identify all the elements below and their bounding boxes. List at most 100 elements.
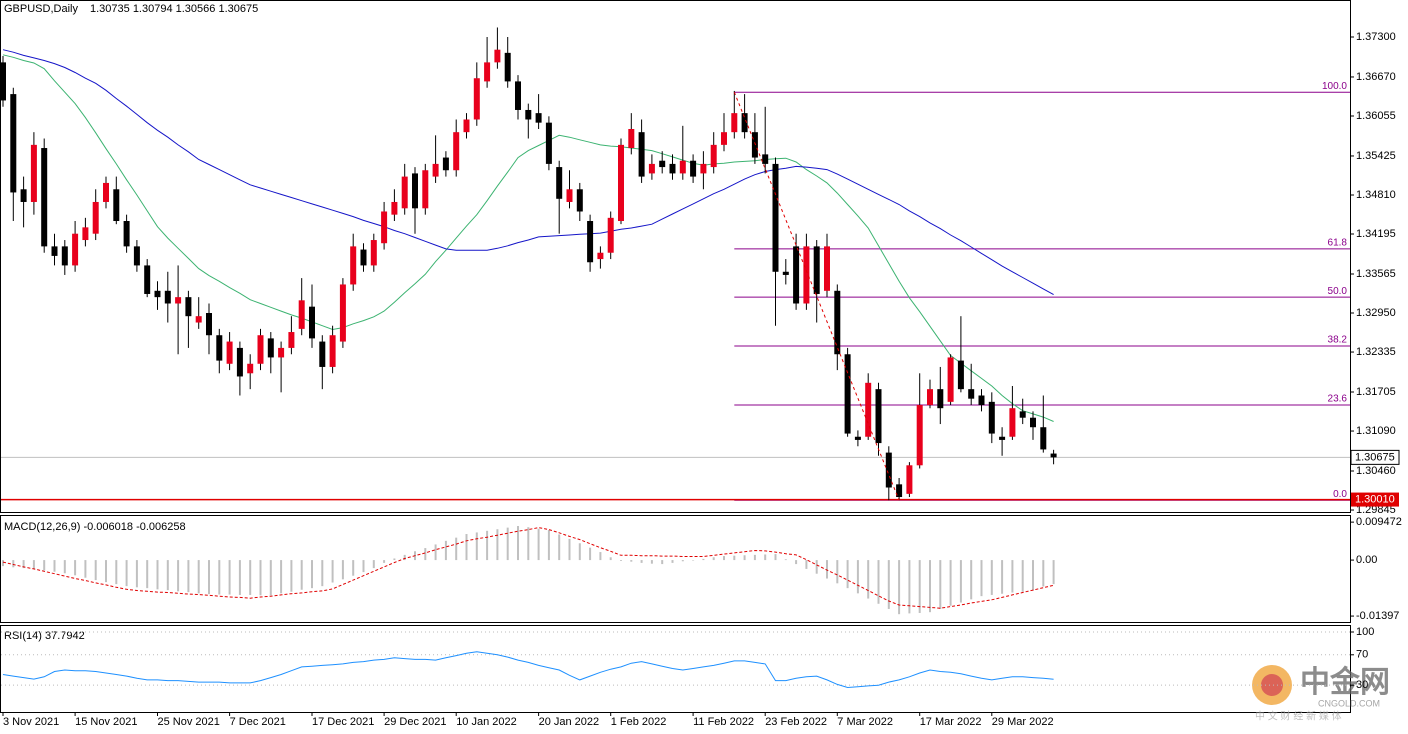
candle-body bbox=[896, 484, 903, 498]
macd-bar bbox=[661, 560, 664, 565]
candle-body bbox=[597, 252, 604, 260]
candle-body bbox=[370, 240, 377, 266]
macd-bar bbox=[444, 540, 447, 561]
macd-bar bbox=[105, 560, 107, 583]
candle-body bbox=[844, 354, 851, 434]
watermark-tagline: 中 文 财 经 新 媒 体 bbox=[1255, 710, 1342, 723]
y-tick-label: 1.32950 bbox=[1356, 307, 1396, 319]
candle-body bbox=[206, 313, 212, 336]
macd-bar bbox=[589, 547, 592, 561]
macd-bar bbox=[743, 555, 746, 561]
candle-body bbox=[442, 157, 449, 171]
candle-body bbox=[854, 436, 861, 440]
candle-body bbox=[1040, 427, 1047, 450]
macd-bar bbox=[774, 554, 777, 561]
macd-bar bbox=[321, 560, 324, 587]
macd-bar bbox=[681, 560, 684, 562]
candle-body bbox=[535, 113, 542, 123]
x-tick-label: 29 Mar 2022 bbox=[992, 716, 1054, 728]
macd-bar bbox=[383, 560, 386, 563]
candle-body bbox=[298, 300, 305, 329]
y-tick-label: 1.37300 bbox=[1356, 31, 1396, 43]
candle-body bbox=[1009, 408, 1016, 437]
candle-body bbox=[360, 249, 367, 266]
candle-body bbox=[751, 132, 758, 158]
macd-bar bbox=[949, 560, 952, 606]
candle-body bbox=[648, 163, 655, 174]
candle-body bbox=[10, 94, 17, 193]
macd-bar bbox=[795, 560, 798, 565]
x-tick-label: 29 Dec 2021 bbox=[384, 716, 446, 728]
macd-bar bbox=[249, 560, 252, 595]
candle-body bbox=[226, 341, 233, 364]
macd-bar bbox=[238, 560, 241, 595]
candle-body bbox=[494, 49, 501, 63]
macd-bar bbox=[32, 560, 35, 570]
candle-body bbox=[628, 128, 635, 149]
x-tick-label: 11 Feb 2022 bbox=[693, 716, 754, 728]
candle-body bbox=[679, 160, 686, 174]
candle-body bbox=[721, 132, 727, 145]
macd-bar bbox=[908, 560, 911, 614]
macd-bar bbox=[712, 557, 715, 561]
candle-body bbox=[41, 148, 48, 247]
candle-body bbox=[432, 163, 439, 177]
candle-body bbox=[92, 201, 99, 234]
macd-bar bbox=[568, 538, 571, 561]
macd-bar bbox=[486, 530, 489, 561]
macd-bar bbox=[918, 560, 921, 613]
macd-bar bbox=[970, 560, 973, 600]
x-tick-label: 1 Feb 2022 bbox=[611, 716, 667, 728]
symbol-title: GBPUSD,Daily bbox=[4, 3, 78, 15]
x-tick-label: 10 Jan 2022 bbox=[456, 716, 517, 728]
fib-label: 50.0 bbox=[1328, 286, 1348, 297]
macd-bar bbox=[2, 560, 4, 567]
macd-bar bbox=[22, 560, 25, 569]
macd-bar bbox=[846, 560, 849, 589]
candle-body bbox=[247, 363, 254, 374]
candle-body bbox=[319, 341, 326, 367]
candle-body bbox=[72, 233, 79, 266]
macd-bar bbox=[424, 548, 427, 561]
watermark-site: CNGOLD.COM bbox=[1318, 698, 1380, 708]
macd-bar bbox=[393, 558, 396, 561]
candle-body bbox=[195, 316, 202, 323]
macd-bar bbox=[177, 560, 180, 592]
candle-body bbox=[700, 163, 707, 174]
macd-bar bbox=[558, 534, 561, 561]
price-frame bbox=[0, 0, 1351, 513]
candle-body bbox=[525, 109, 532, 120]
candle-body bbox=[144, 265, 151, 294]
candle-body bbox=[185, 297, 192, 317]
candle-body bbox=[484, 62, 491, 82]
macd-bar bbox=[84, 560, 87, 578]
candle-body bbox=[329, 335, 336, 367]
candle-body bbox=[123, 221, 130, 247]
candle-body bbox=[164, 290, 171, 304]
y-tick-label: -0.01397 bbox=[1356, 610, 1399, 622]
candle-body bbox=[154, 290, 161, 298]
candle-body bbox=[257, 335, 264, 364]
macd-bar bbox=[135, 560, 138, 588]
macd-bar bbox=[599, 552, 602, 561]
candle-body bbox=[51, 246, 58, 256]
macd-bar bbox=[887, 560, 890, 609]
macd-bar bbox=[1032, 560, 1034, 591]
macd-bar bbox=[547, 530, 550, 561]
macd-bar bbox=[867, 560, 870, 599]
candle-body bbox=[607, 217, 614, 253]
macd-bar bbox=[455, 537, 458, 561]
candle-body bbox=[412, 173, 418, 209]
fib-label: 38.2 bbox=[1328, 335, 1348, 346]
candle-body bbox=[82, 227, 89, 241]
candle-body bbox=[175, 297, 182, 304]
candle-body bbox=[556, 167, 563, 199]
y-tick-label: 1.32335 bbox=[1356, 346, 1396, 358]
macd-bar bbox=[465, 534, 468, 561]
candle-body bbox=[927, 389, 933, 406]
candle-body bbox=[463, 119, 470, 133]
candle-body bbox=[267, 338, 274, 358]
macd-bar bbox=[352, 560, 355, 576]
macd-bar bbox=[815, 560, 818, 574]
macd-bar bbox=[630, 560, 633, 562]
